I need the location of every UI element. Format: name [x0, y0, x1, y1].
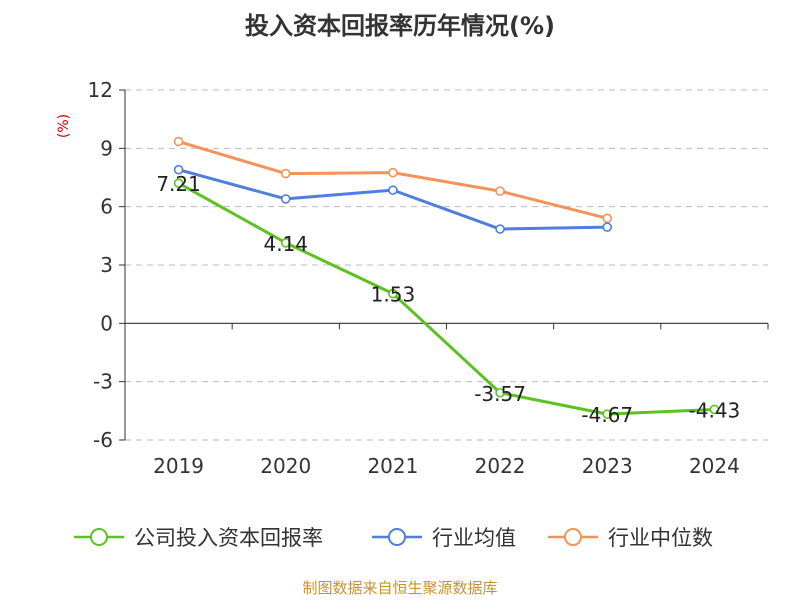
- y-tick-label: 9: [100, 136, 113, 160]
- data-label: -3.57: [474, 382, 526, 406]
- data-point: [709, 404, 720, 415]
- y-tick-label: -6: [93, 428, 113, 452]
- x-tick-label: 2021: [367, 454, 418, 478]
- data-point: [602, 409, 613, 419]
- x-tick-label: 2019: [153, 454, 204, 478]
- data-label: 1.53: [371, 283, 416, 307]
- data-point: [388, 185, 398, 195]
- data-label: 4.14: [263, 232, 308, 256]
- x-tick-label: 2020: [260, 454, 311, 478]
- y-axis-label: (%): [56, 114, 72, 138]
- legend-marker: [90, 528, 108, 546]
- y-tick-label: 0: [100, 311, 113, 335]
- series-line: [177, 181, 715, 416]
- data-point: [173, 136, 184, 147]
- grid-lines: [125, 89, 768, 441]
- data-point: [602, 222, 613, 232]
- data-point: [602, 213, 613, 224]
- data-point: [173, 178, 184, 188]
- data-labels: 7.21 4.14 1.53 -3.57 -4.67 -4.43: [156, 172, 740, 427]
- data-point: [388, 288, 398, 299]
- x-tick-label: 2023: [582, 454, 633, 478]
- data-point: [388, 167, 398, 178]
- data-point: [280, 168, 291, 179]
- legend-label: 公司投入资本回报率: [134, 526, 323, 550]
- legend: 公司投入资本回报率 行业均值 行业中位数: [74, 526, 713, 550]
- x-tick-label: 2024: [689, 454, 740, 478]
- legend-marker: [564, 528, 582, 546]
- legend-label: 行业中位数: [608, 526, 713, 550]
- data-point: [173, 164, 184, 175]
- data-point: [495, 387, 505, 398]
- chart-title: 投入资本回报率历年情况(%): [245, 12, 555, 40]
- y-tick-label: 12: [88, 78, 113, 102]
- y-tick-label: 6: [100, 195, 113, 219]
- data-point: [495, 186, 505, 196]
- y-tick-label: 3: [100, 253, 113, 277]
- legend-marker: [388, 528, 406, 546]
- x-tick-label: 2022: [475, 454, 526, 478]
- series-lines: [173, 136, 720, 419]
- data-label: 7.21: [156, 172, 201, 196]
- data-point: [280, 194, 291, 204]
- data-label: -4.67: [581, 403, 633, 427]
- data-point: [280, 238, 291, 248]
- data-label: -4.43: [689, 398, 741, 422]
- source-note: 制图数据来自恒生聚源数据库: [302, 579, 498, 597]
- data-point: [495, 224, 505, 234]
- axes: 12 9 6 3 0 -3 -6 2019 2020 2021 2022 2023 2024: [88, 78, 769, 478]
- legend-label: 行业均值: [432, 526, 516, 550]
- y-tick-label: -3: [93, 370, 113, 394]
